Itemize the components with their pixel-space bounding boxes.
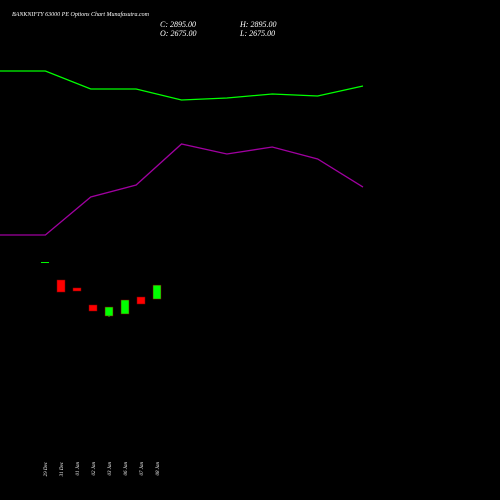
x-tick-label: 03 Jan — [108, 462, 113, 476]
candle-body — [72, 287, 82, 292]
ohlc-open: O: 2675.00 — [160, 29, 196, 38]
ohlc-low: L: 2675.00 — [239, 29, 275, 38]
indicator-line — [0, 70, 364, 101]
x-tick-label: 06 Jan — [124, 462, 129, 476]
candle-body — [88, 304, 98, 312]
x-tick-label: 01 Jan — [76, 462, 81, 476]
x-tick-label: 29 Dec — [44, 461, 49, 476]
candle-body — [152, 284, 162, 300]
candle-body — [104, 306, 114, 317]
x-tick-label: 31 Dec — [60, 461, 65, 476]
candle-body — [120, 299, 130, 315]
x-tick-label: 08 Jan — [156, 462, 161, 476]
chart-title: BANKNIFTY 63000 PE Options Chart Munafas… — [12, 11, 150, 18]
x-tick-label: 07 Jan — [140, 462, 145, 476]
candle-body — [136, 296, 146, 305]
x-tick-label: 02 Jan — [92, 462, 97, 476]
ohlc-high: H: 2895.00 — [239, 20, 276, 29]
indicator-line — [0, 143, 364, 236]
candle-body — [56, 279, 66, 293]
candle-body — [41, 262, 49, 264]
ohlc-close: C: 2895.00 — [160, 20, 196, 29]
